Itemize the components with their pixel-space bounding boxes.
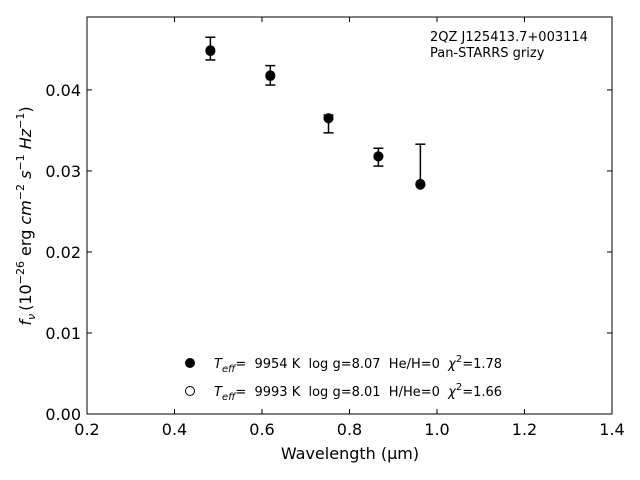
y-axis-label: fν(10−26 erg cm−2 s−1 Hz−1) bbox=[14, 106, 38, 325]
y-tick-label: 0.03 bbox=[45, 162, 81, 181]
x-tick-label: 0.8 bbox=[337, 420, 362, 439]
x-tick-label: 0.4 bbox=[162, 420, 187, 439]
y-tick-label: 0.01 bbox=[45, 324, 81, 343]
x-axis-label: Wavelength (μm) bbox=[281, 444, 419, 463]
y-tick-label: 0.04 bbox=[45, 81, 81, 100]
model-point-filled bbox=[415, 179, 426, 190]
model-point-open bbox=[415, 178, 426, 189]
model-point-filled bbox=[265, 70, 276, 81]
data-points bbox=[205, 45, 426, 190]
legend-entry-2: Teff= 9993 K log g=8.01 H/He=0 χ2=1.66 bbox=[214, 382, 502, 403]
model-point-filled bbox=[205, 45, 216, 56]
target-name-annotation: 2QZ J125413.7+003114 bbox=[430, 30, 588, 45]
svg-text:fν(10−26 erg cm−2 s−1 Hz−1): fν(10−26 erg cm−2 s−1 Hz−1) bbox=[14, 106, 38, 325]
x-tick-label: 1.0 bbox=[424, 420, 449, 439]
legend-entry-1: Teff= 9954 K log g=8.07 He/H=0 χ2=1.78 bbox=[214, 354, 502, 375]
model-point-open bbox=[265, 71, 276, 82]
y-ticks: 0.00 0.01 0.02 0.03 0.04 bbox=[45, 81, 612, 424]
legend: Teff= 9954 K log g=8.07 He/H=0 χ2=1.78 T… bbox=[185, 354, 502, 403]
survey-annotation: Pan-STARRS grizy bbox=[430, 46, 545, 61]
model-point-open bbox=[205, 46, 216, 57]
x-tick-label: 1.4 bbox=[599, 420, 624, 439]
legend-marker-open bbox=[185, 386, 195, 396]
plot-area bbox=[86, 16, 613, 415]
y-tick-label: 0.00 bbox=[45, 405, 81, 424]
model-point-open bbox=[323, 113, 334, 124]
model-point-open bbox=[373, 151, 384, 162]
x-tick-label: 0.2 bbox=[74, 420, 99, 439]
legend-marker-filled bbox=[185, 358, 195, 368]
x-ticks: 0.2 0.4 0.6 0.8 1.0 1.2 1.4 bbox=[74, 17, 625, 439]
x-tick-label: 0.6 bbox=[249, 420, 274, 439]
y-tick-label: 0.02 bbox=[45, 243, 81, 262]
x-tick-label: 1.2 bbox=[512, 420, 537, 439]
